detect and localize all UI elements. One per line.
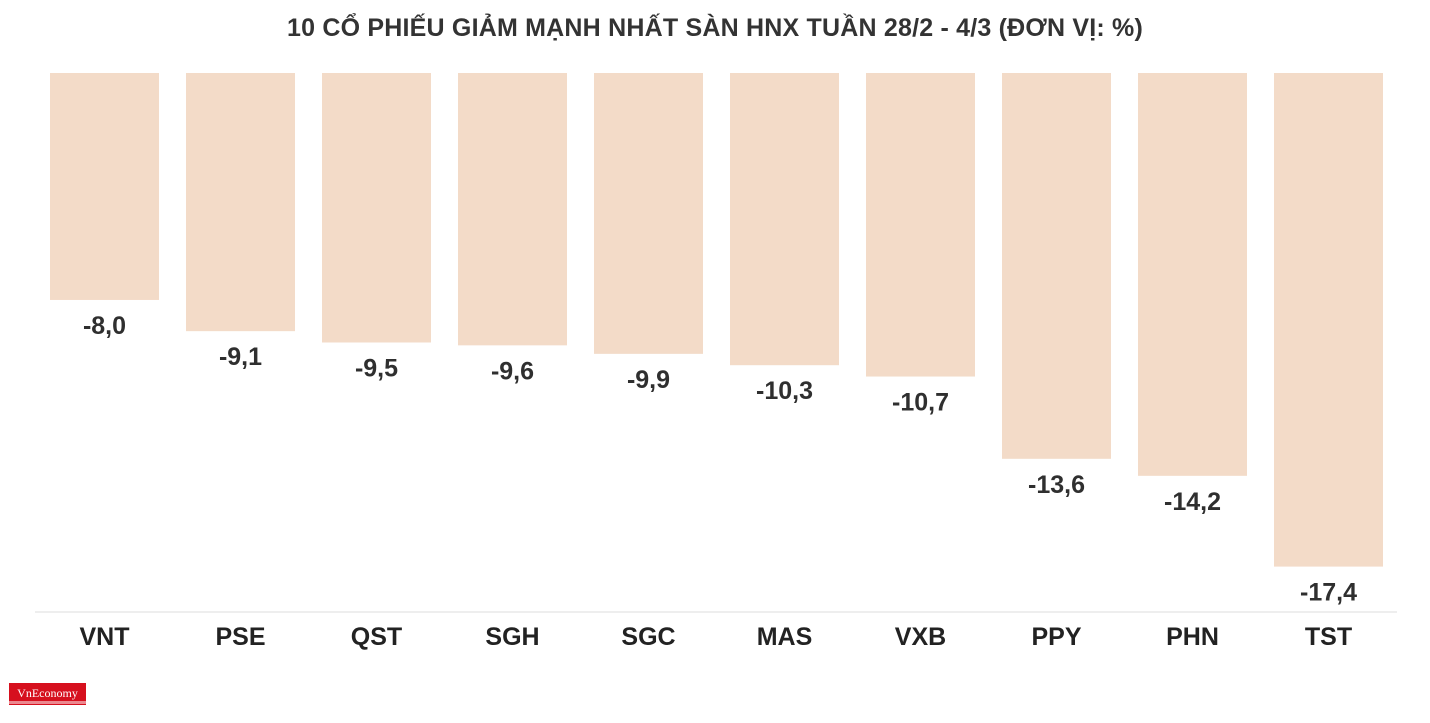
- bar-sgc: [594, 73, 703, 354]
- value-label-mas: -10,3: [756, 377, 813, 405]
- category-label-sgh: SGH: [485, 623, 539, 651]
- chart-title: 10 CỔ PHIẾU GIẢM MẠNH NHẤT SÀN HNX TUẦN …: [286, 14, 1144, 42]
- value-label-qst: -9,5: [355, 355, 398, 383]
- value-label-ppy: -13,6: [1028, 471, 1085, 499]
- bar-mas: [730, 73, 839, 366]
- logo-underline: [9, 701, 86, 704]
- category-label-phn: PHN: [1166, 623, 1219, 651]
- value-labels-group: -8,0 -9,1 -9,5 -9,6 -9,9 -10,3 -10,7 -13,6 -14,2…: [83, 312, 1357, 607]
- bars-group: [50, 73, 1383, 567]
- value-label-pse: -9,1: [219, 343, 262, 371]
- category-label-vxb: VXB: [895, 623, 946, 651]
- bar-vnt: [50, 73, 159, 300]
- category-label-vnt: VNT: [80, 623, 130, 651]
- bar-vxb: [866, 73, 975, 377]
- bar-sgh: [458, 73, 567, 346]
- category-label-qst: QST: [351, 623, 402, 651]
- vneconomy-logo: VnEconomy: [9, 683, 86, 705]
- category-labels-group: VNT PSE QST SGH SGC MAS VXB PPY PHN TST: [80, 623, 1353, 651]
- value-label-sgc: -9,9: [627, 366, 670, 394]
- bar-tst: [1274, 73, 1383, 567]
- category-label-sgc: SGC: [621, 623, 675, 651]
- value-label-tst: -17,4: [1300, 579, 1357, 607]
- value-label-phn: -14,2: [1164, 488, 1221, 516]
- bar-ppy: [1002, 73, 1111, 459]
- category-label-mas: MAS: [757, 623, 813, 651]
- logo-text: VnEconomy: [17, 686, 78, 700]
- category-label-ppy: PPY: [1031, 623, 1081, 651]
- bar-pse: [186, 73, 295, 332]
- category-label-tst: TST: [1305, 623, 1352, 651]
- value-label-vxb: -10,7: [892, 389, 949, 417]
- bar-phn: [1138, 73, 1247, 476]
- bar-qst: [322, 73, 431, 343]
- value-label-sgh: -9,6: [491, 357, 534, 385]
- category-label-pse: PSE: [215, 623, 265, 651]
- value-label-vnt: -8,0: [83, 312, 126, 340]
